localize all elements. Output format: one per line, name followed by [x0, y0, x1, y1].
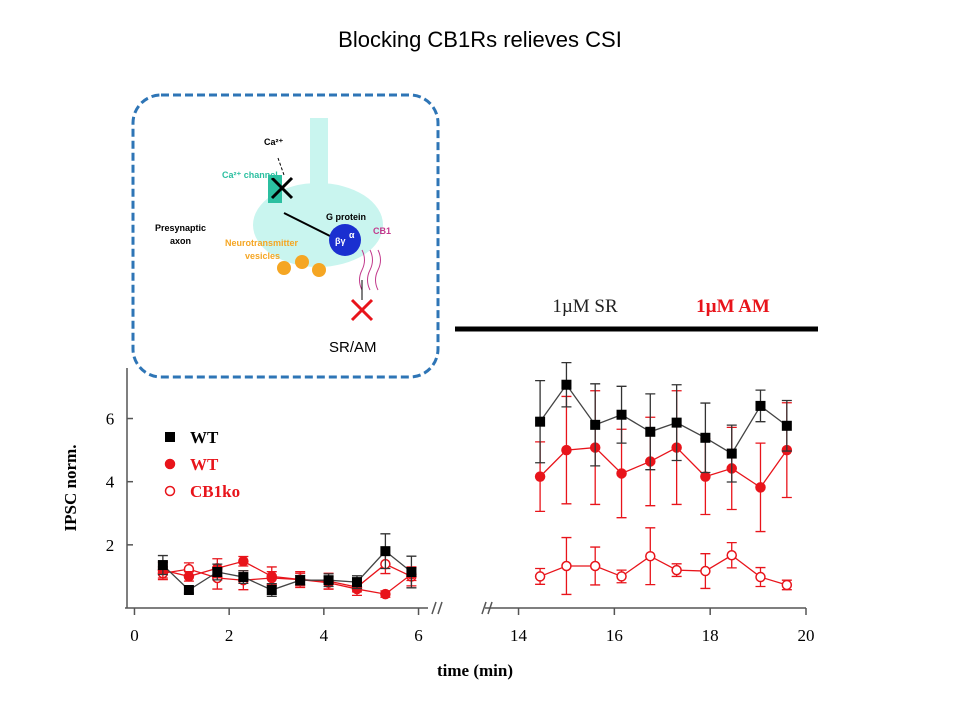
marker [165, 432, 175, 442]
label: axon [170, 236, 191, 246]
marker [380, 588, 391, 600]
marker [534, 571, 546, 582]
marker [700, 432, 711, 443]
label: Neurotransmitter [225, 238, 299, 248]
marker [700, 565, 711, 577]
chart: 2 4 6 IPSC norm. 0 2 4 6 14 16 18 20 time (min) 1µM S… [61, 296, 818, 680]
marker [781, 420, 792, 431]
axis-break [487, 601, 493, 615]
marker [238, 572, 249, 583]
marker [266, 571, 278, 582]
x-tick-label: 16 [606, 626, 623, 645]
channel [268, 175, 282, 203]
marker [726, 448, 737, 459]
marker [671, 417, 682, 428]
x-tick-label: 4 [320, 626, 329, 645]
legend-label: CB1ko [190, 482, 240, 501]
axis-break [481, 601, 487, 615]
marker [164, 485, 176, 497]
slide-title: Blocking CB1Rs relieves CSI [338, 27, 622, 52]
marker [589, 560, 601, 572]
label: CB1 [373, 226, 391, 236]
marker [700, 471, 711, 482]
marker [755, 482, 766, 493]
label: Presynaptic [155, 223, 206, 233]
label: Ca²⁺ [264, 137, 284, 147]
marker [755, 571, 766, 583]
marker [616, 468, 627, 479]
y-tick-label: 2 [106, 536, 115, 555]
block-x [270, 176, 294, 200]
label: α [349, 230, 355, 240]
block-x [350, 298, 374, 322]
series-line [162, 550, 412, 591]
x-tick-label: 0 [130, 626, 139, 645]
x-tick-label: 20 [798, 626, 815, 645]
marker [645, 550, 656, 562]
label: vesicles [245, 251, 280, 261]
series [157, 390, 793, 600]
marker [164, 458, 176, 470]
annotation: 1µM SR [552, 296, 618, 317]
marker [561, 379, 572, 390]
cb1-receptor [359, 249, 381, 291]
series [157, 527, 793, 596]
series-line [539, 554, 788, 586]
marker [266, 585, 277, 595]
series [157, 361, 792, 597]
legend-label: WT [190, 455, 219, 474]
x-tick-label: 14 [510, 626, 528, 645]
vesicle [312, 263, 326, 277]
y-axis-label: IPSC norm. [61, 445, 80, 532]
marker [380, 546, 391, 557]
marker [183, 585, 194, 595]
marker [755, 400, 766, 411]
marker [561, 444, 572, 456]
inhibit-line [283, 212, 331, 237]
marker [645, 426, 656, 437]
y-tick-label: 6 [106, 410, 115, 429]
label: Ca²⁺ channel [222, 170, 278, 180]
marker [671, 564, 682, 576]
axis-break [437, 601, 443, 615]
marker [590, 419, 601, 430]
marker [351, 577, 362, 588]
x-tick-label: 2 [225, 626, 234, 645]
vesicle [277, 261, 291, 275]
series-line [539, 446, 788, 489]
marker [157, 560, 168, 571]
marker [726, 550, 737, 561]
x-tick-label: 6 [414, 626, 423, 645]
label: βγ [335, 236, 346, 246]
arrow [277, 157, 285, 176]
marker [616, 409, 627, 420]
vesicle [295, 255, 309, 269]
marker [781, 579, 793, 591]
legend-label: WT [190, 428, 219, 447]
marker [323, 575, 334, 586]
axis-break [431, 601, 437, 615]
y-tick-label: 4 [106, 473, 115, 492]
x-tick-label: 18 [702, 626, 719, 645]
series-line [539, 383, 788, 455]
series-line [162, 560, 412, 595]
label: G protein [326, 212, 366, 222]
g-protein [329, 224, 361, 256]
marker [535, 416, 546, 427]
x-axis-label: time (min) [437, 661, 513, 680]
marker [238, 556, 249, 567]
series-line [162, 563, 412, 588]
marker [295, 575, 306, 586]
marker [534, 471, 546, 482]
marker [183, 571, 195, 582]
marker [616, 571, 627, 582]
axon-stem [310, 118, 328, 198]
diagram: Ca²⁺ Ca²⁺ channel Presynaptic axon G pro… [131, 93, 440, 379]
annotation: 1µM AM [696, 296, 770, 317]
marker [406, 567, 417, 577]
marker [212, 567, 223, 577]
marker [561, 560, 572, 572]
label: SR/AM [329, 339, 377, 356]
